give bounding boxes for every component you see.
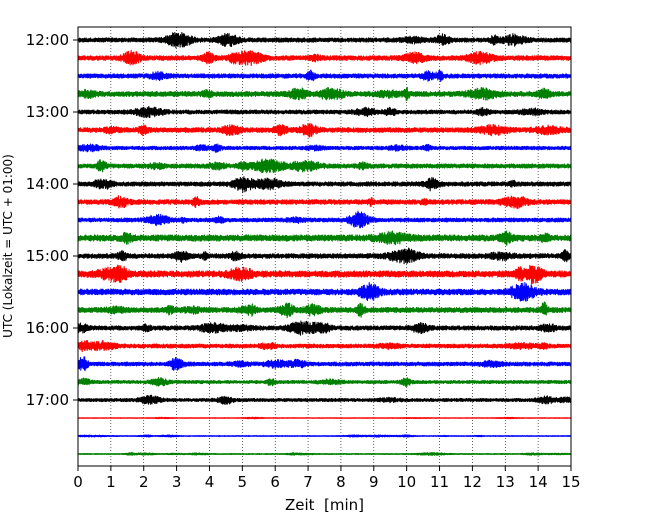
trace-1645: [77, 377, 572, 388]
x-tick-label: 9: [369, 473, 379, 491]
x-tick-label: 7: [303, 473, 313, 491]
trace-1415: [77, 195, 572, 210]
x-tick-label: 8: [336, 473, 346, 491]
x-tick-label: 14: [529, 473, 548, 491]
trace-1730: [77, 434, 572, 438]
trace-1530: [77, 282, 572, 302]
y-tick-label: 15:00: [26, 247, 69, 265]
y-tick-label: 16:00: [26, 319, 69, 337]
trace-1245: [77, 86, 572, 102]
x-tick-label: 13: [496, 473, 515, 491]
x-gridlines: [110, 27, 539, 466]
trace-1315: [77, 122, 572, 138]
x-tick-label: 5: [238, 473, 248, 491]
x-tick-label: 12: [463, 473, 482, 491]
x-tick-label: 3: [172, 473, 182, 491]
trace-1300: [77, 105, 572, 119]
plot-background: [78, 27, 571, 466]
x-axis-label: Zeit [min]: [285, 496, 364, 514]
trace-1545: [77, 301, 572, 319]
y-tick-label: 13:00: [26, 103, 69, 121]
y-axis-ticks: 12:00 13:00 14:00 15:00 16:00 17:00: [26, 31, 78, 409]
trace-1745: [77, 451, 572, 456]
trace-1715: [77, 416, 572, 420]
trace-1200: [77, 31, 572, 49]
trace-1345: [77, 158, 572, 174]
x-tick-label: 0: [73, 473, 83, 491]
trace-1430: [77, 210, 572, 229]
trace-1500: [77, 247, 572, 265]
trace-1445: [77, 230, 572, 246]
trace-1400: [77, 176, 572, 193]
trace-1630: [77, 356, 572, 372]
trace-1600: [77, 320, 572, 336]
trace-1215: [77, 49, 572, 67]
trace-1700: [77, 394, 572, 405]
y-tick-label: 14:00: [26, 175, 69, 193]
trace-1330: [77, 143, 572, 153]
x-tick-label: 6: [270, 473, 280, 491]
x-tick-label: 2: [139, 473, 149, 491]
x-tick-label: 10: [397, 473, 416, 491]
plot-frame: [77, 26, 572, 467]
x-tick-label: 1: [106, 473, 116, 491]
x-tick-label: 11: [430, 473, 449, 491]
y-axis-label: UTC (Lokalzeit = UTC + 01:00): [1, 154, 15, 338]
trace-1515: [77, 264, 572, 285]
x-tick-label: 15: [561, 473, 580, 491]
x-tick-label: 4: [205, 473, 215, 491]
trace-1230: [77, 69, 572, 83]
y-tick-label: 12:00: [26, 31, 69, 49]
y-tick-label: 17:00: [26, 391, 69, 409]
x-axis-ticks: 0 1 2 3 4 5 6 7 8 9 10 11 12 13 14 15: [73, 466, 581, 491]
seismogram-traces: [77, 31, 572, 456]
trace-1615: [77, 339, 572, 353]
